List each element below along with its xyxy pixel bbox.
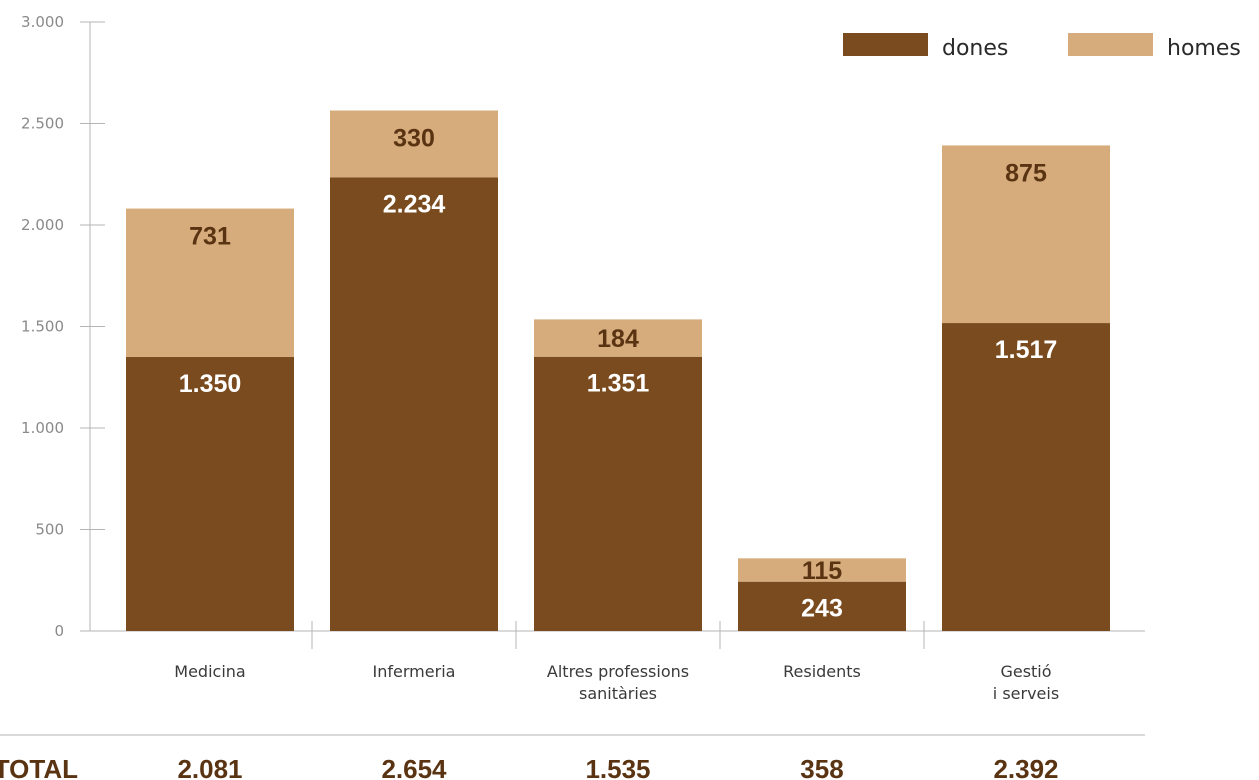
totals-label: TOTAL [0, 754, 78, 780]
y-tick-label: 2.000 [21, 216, 64, 234]
data-label-homes: 731 [189, 223, 231, 251]
data-label-dones: 1.350 [179, 370, 242, 398]
y-tick-label: 1.000 [21, 419, 64, 437]
legend-label-dones: dones [942, 36, 1008, 61]
y-tick-label: 0 [54, 622, 64, 640]
bar-dones [738, 581, 906, 631]
x-category-label: Residents [783, 662, 861, 681]
data-label-dones: 243 [801, 595, 843, 623]
data-label-homes: 184 [597, 325, 639, 353]
data-label-homes: 115 [802, 557, 842, 585]
x-category-label: Infermeria [373, 662, 456, 681]
x-category-label: Medicina [174, 662, 245, 681]
bar-homes [738, 558, 906, 582]
bar-homes [126, 208, 294, 357]
bar-dones [330, 177, 498, 632]
y-tick-label: 3.000 [21, 13, 64, 31]
legend-label-homes: homes [1167, 36, 1241, 61]
y-tick-label: 2.500 [21, 115, 64, 133]
total-value: 358 [800, 754, 843, 780]
data-label-dones: 2.234 [383, 190, 446, 218]
data-label-dones: 1.517 [995, 336, 1058, 364]
data-label-homes: 875 [1005, 159, 1047, 187]
bar-dones [126, 356, 294, 631]
bar-homes [330, 110, 498, 178]
legend-swatch-homes [1068, 33, 1153, 56]
data-label-homes: 330 [393, 125, 435, 153]
x-category-label: Gestió [1000, 662, 1051, 681]
data-label-dones: 1.351 [587, 370, 650, 398]
total-value: 1.535 [585, 754, 650, 780]
x-category-label: sanitàries [579, 684, 657, 703]
total-value: 2.392 [993, 754, 1058, 780]
bar-homes [942, 145, 1110, 324]
legend-swatch-dones [843, 33, 928, 56]
bar-dones [534, 356, 702, 631]
bar-homes [534, 319, 702, 357]
y-tick-label: 500 [35, 521, 64, 539]
total-value: 2.081 [177, 754, 242, 780]
x-category-label: i serveis [993, 684, 1059, 703]
x-category-label: Altres professions [547, 662, 689, 681]
y-tick-label: 1.500 [21, 318, 64, 336]
total-value: 2.654 [381, 754, 447, 780]
bar-dones [942, 323, 1110, 631]
